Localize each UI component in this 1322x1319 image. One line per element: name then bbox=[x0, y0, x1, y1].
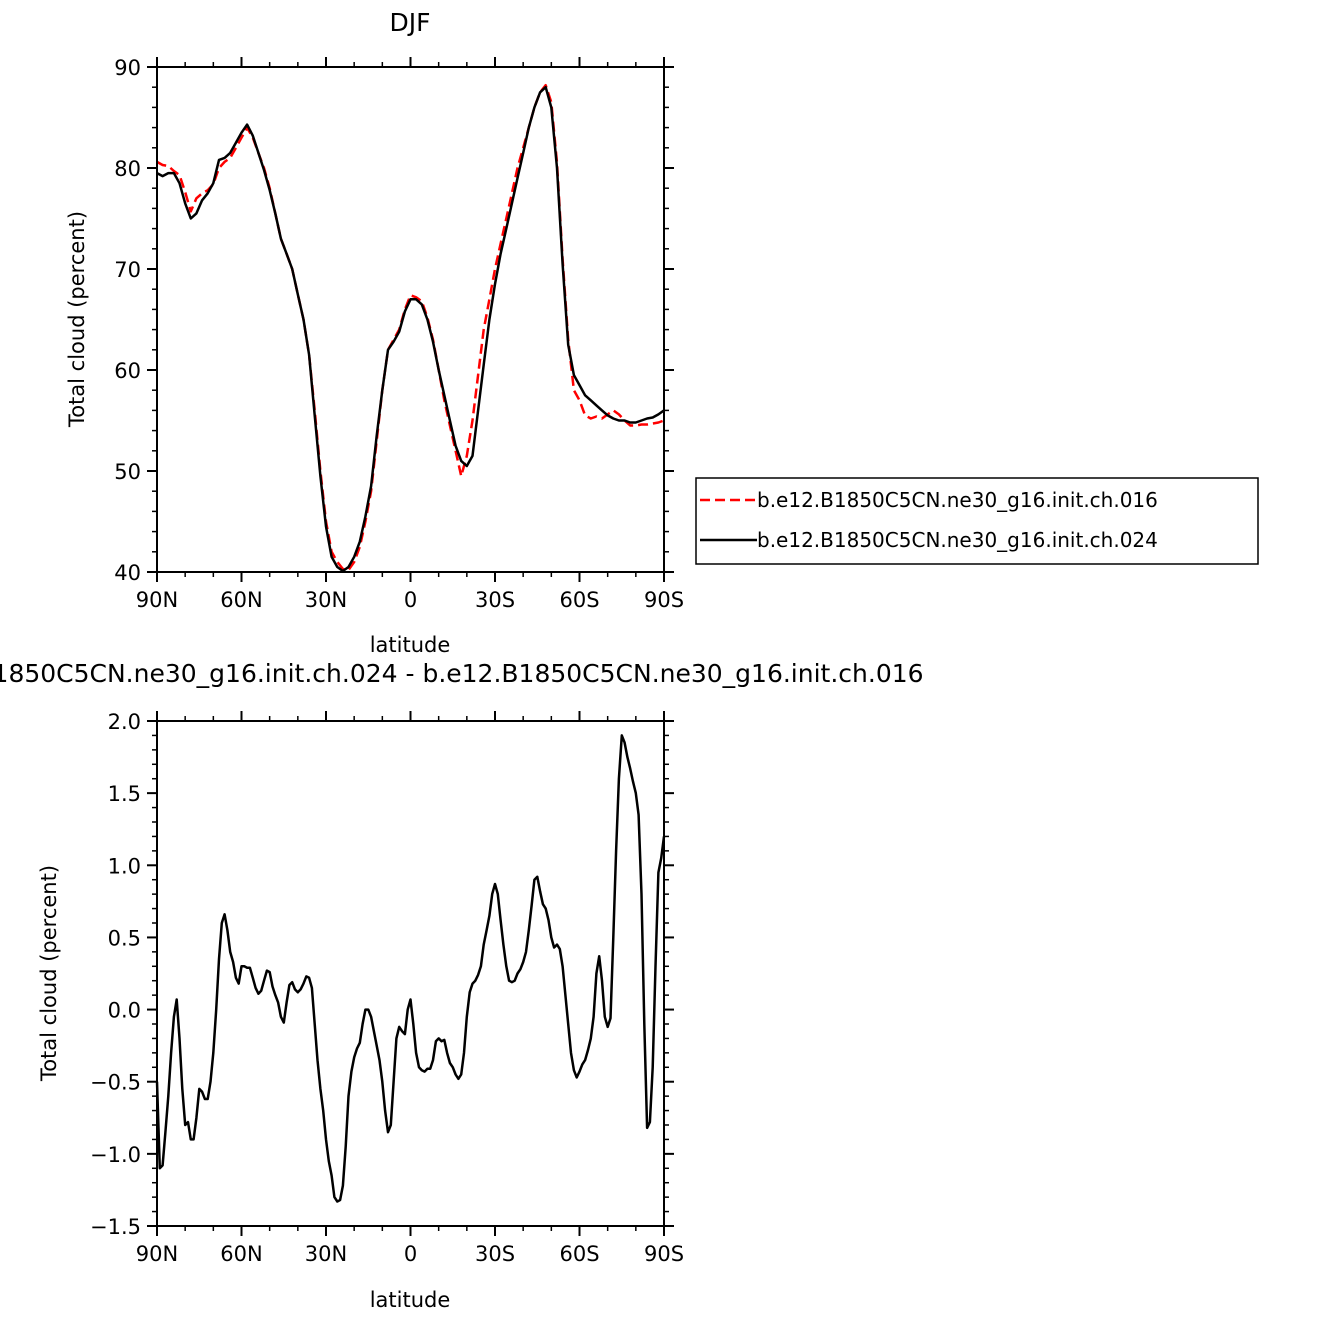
bottom-series-lines bbox=[155, 734, 666, 1203]
top-series-line-1 bbox=[156, 83, 665, 572]
bot-x-tick-label: 90N bbox=[136, 1242, 178, 1266]
bot-x-tick-label: 30N bbox=[305, 1242, 347, 1266]
legend: b.e12.B1850C5CN.ne30_g16.init.ch.016 b.e… bbox=[695, 477, 1259, 565]
bottom-chart-title: b.e12.B1850C5CN.ne30_g16.init.ch.024 - b… bbox=[0, 659, 924, 688]
bot-series-line-1 bbox=[155, 734, 666, 1203]
bottom-axis-ticks bbox=[147, 711, 674, 1236]
bottom-y-axis-label: Total cloud (percent) bbox=[37, 865, 61, 1082]
top-x-tick-label: 60S bbox=[559, 588, 599, 612]
top-panel: DJF 90N 60N 30N 0 30S 60S 90S 40 50 60 70 80 90 lat… bbox=[65, 8, 1259, 657]
top-y-tick-label: 50 bbox=[114, 460, 141, 484]
bot-y-tick-label: 1.5 bbox=[108, 782, 141, 806]
bot-x-tick-label: 60N bbox=[220, 1242, 262, 1266]
top-y-tick-label: 40 bbox=[114, 561, 141, 585]
top-chart-title: DJF bbox=[389, 8, 430, 37]
bot-x-tick-label: 60S bbox=[559, 1242, 599, 1266]
top-y-axis-label: Total cloud (percent) bbox=[65, 211, 89, 428]
top-x-tick-labels: 90N 60N 30N 0 30S 60S 90S bbox=[136, 588, 684, 612]
legend-box bbox=[695, 477, 1259, 565]
top-x-tick-label: 30N bbox=[305, 588, 347, 612]
top-axis-ticks bbox=[147, 57, 674, 582]
bot-x-tick-label: 30S bbox=[475, 1242, 515, 1266]
legend-label-series-2: b.e12.B1850C5CN.ne30_g16.init.ch.024 bbox=[757, 528, 1158, 552]
top-series-lines bbox=[156, 83, 665, 573]
top-x-tick-label: 30S bbox=[475, 588, 515, 612]
bottom-panel: b.e12.B1850C5CN.ne30_g16.init.ch.024 - b… bbox=[0, 659, 924, 1312]
top-y-tick-label: 80 bbox=[114, 157, 141, 181]
top-x-axis-label: latitude bbox=[370, 633, 451, 657]
top-x-tick-label: 60N bbox=[220, 588, 262, 612]
bot-y-tick-label: 1.0 bbox=[108, 854, 141, 878]
top-y-tick-label: 60 bbox=[114, 359, 141, 383]
bot-y-tick-label: −0.5 bbox=[90, 1071, 141, 1095]
bottom-x-axis-label: latitude bbox=[370, 1288, 451, 1312]
bottom-y-tick-labels: −1.5 −1.0 −0.5 0.0 0.5 1.0 1.5 2.0 bbox=[90, 710, 141, 1239]
bot-y-tick-label: 2.0 bbox=[108, 710, 141, 734]
bot-x-tick-label: 90S bbox=[644, 1242, 684, 1266]
bot-y-tick-label: 0.5 bbox=[108, 926, 141, 950]
top-y-tick-labels: 40 50 60 70 80 90 bbox=[114, 56, 141, 585]
bottom-plot-frame bbox=[156, 720, 665, 1227]
top-series-line-2 bbox=[156, 85, 665, 573]
bot-x-tick-label: 0 bbox=[404, 1242, 417, 1266]
bot-y-tick-label: −1.5 bbox=[90, 1215, 141, 1239]
top-x-tick-label: 90N bbox=[136, 588, 178, 612]
bot-y-tick-label: −1.0 bbox=[90, 1143, 141, 1167]
top-plot-frame bbox=[156, 66, 665, 573]
top-x-tick-label: 0 bbox=[404, 588, 417, 612]
bot-y-tick-label: 0.0 bbox=[108, 999, 141, 1023]
top-y-tick-label: 70 bbox=[114, 258, 141, 282]
top-y-tick-label: 90 bbox=[114, 56, 141, 80]
bottom-x-tick-labels: 90N 60N 30N 0 30S 60S 90S bbox=[136, 1242, 684, 1266]
top-x-tick-label: 90S bbox=[644, 588, 684, 612]
legend-label-series-1: b.e12.B1850C5CN.ne30_g16.init.ch.016 bbox=[757, 488, 1158, 512]
